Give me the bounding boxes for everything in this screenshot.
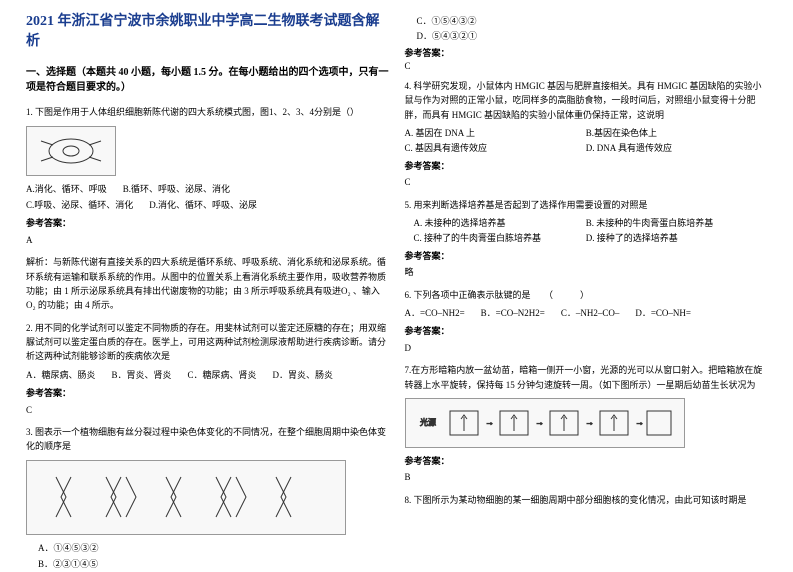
q4-optB: B.基因在染色体上: [586, 126, 767, 140]
q5-optA: A. 未接种的选择培养基: [405, 216, 586, 230]
q4-answer-label: 参考答案：: [405, 159, 768, 173]
svg-text:光源: 光源: [420, 417, 436, 427]
q6-answer: D: [405, 341, 768, 355]
question-4: 4. 科学研究发现，小鼠体内 HMGIC 基因与肥胖直接相关。具有 HMGIC …: [405, 79, 768, 190]
q3-optB: B．②③①④⑤: [38, 557, 389, 571]
q3-diagram: [26, 460, 346, 535]
svg-text:→: →: [585, 417, 594, 427]
q7-answer: B: [405, 470, 768, 484]
q1-options: A.消化、循环、呼吸 B.循环、呼吸、泌尿、消化 C.呼吸、泌尿、循环、消化 D…: [26, 182, 389, 213]
q4-optA: A. 基因在 DNA 上: [405, 126, 586, 140]
q7-answer-label: 参考答案：: [405, 454, 768, 468]
q1-explanation: 解析：与新陈代谢有直接关系的四大系统是循环系统、呼吸系统、消化系统和泌尿系统。循…: [26, 255, 389, 313]
section-header: 一、选择题（本题共 40 小题，每小题 1.5 分。在每小题给出的四个选项中，只…: [26, 65, 389, 95]
q1-text: 1. 下图是作用于人体组织细胞新陈代谢的四大系统模式图，图1、2、3、4分别是（…: [26, 105, 389, 119]
q2-optD: D．胃炎、肠炎: [273, 368, 334, 382]
question-5: 5. 用来判断选择培养基是否起到了选择作用需要设置的对照是 A. 未接种的选择培…: [405, 198, 768, 280]
question-7: 7.在方形暗箱内放一盆幼苗，暗箱一侧开一小窗，光源的光可以从窗口射入。把暗箱放在…: [405, 363, 768, 485]
q6-answer-label: 参考答案：: [405, 324, 768, 338]
q6-optC: C．–NH2–CO–: [561, 306, 620, 320]
q5-options-row1: A. 未接种的选择培养基 B. 未接种的牛肉膏蛋白胨培养基: [405, 216, 768, 230]
q1-answer: A: [26, 233, 389, 247]
plant-box-diagram-icon: 光源 → → → →: [415, 403, 675, 443]
question-3: 3. 图表示一个植物细胞有丝分裂过程中染色体变化的不同情况，在整个细胞周期中染色…: [26, 425, 389, 572]
q6-text: 6. 下列各项中正确表示肽键的是 （ ）: [405, 288, 768, 302]
q1-answer-label: 参考答案：: [26, 216, 389, 230]
q2-text: 2. 用不同的化学试剂可以鉴定不同物质的存在。用斐林试剂可以鉴定还原糖的存在；用…: [26, 321, 389, 364]
question-6: 6. 下列各项中正确表示肽键的是 （ ） A．=CO–NH2= B．=CO–N2…: [405, 288, 768, 356]
svg-text:→: →: [635, 417, 644, 427]
right-column: C．①⑤④③② D．⑤④③②① 参考答案： C 4. 科学研究发现，小鼠体内 H…: [397, 12, 776, 549]
q4-optD: D. DNA 具有遗传效应: [586, 141, 767, 155]
q1-optA: A.消化、循环、呼吸: [26, 182, 107, 196]
q1-optC: C.呼吸、泌尿、循环、消化: [26, 198, 133, 212]
q8-text: 8. 下图所示为某动物细胞的某一细胞周期中部分细胞核的变化情况，由此可知该时期是: [405, 493, 768, 507]
exam-title: 2021 年浙江省宁波市余姚职业中学高二生物联考试题含解析: [26, 12, 389, 51]
svg-text:→: →: [535, 417, 544, 427]
q3-optC: C．①⑤④③②: [417, 14, 768, 27]
cell-diagram-icon: [31, 131, 111, 171]
chromosome-diagram-icon: [36, 467, 336, 527]
q4-text: 4. 科学研究发现，小鼠体内 HMGIC 基因与肥胖直接相关。具有 HMGIC …: [405, 79, 768, 122]
left-column: 2021 年浙江省宁波市余姚职业中学高二生物联考试题含解析 一、选择题（本题共 …: [18, 12, 397, 549]
q1-optD: D.消化、循环、呼吸、泌尿: [149, 198, 257, 212]
q5-text: 5. 用来判断选择培养基是否起到了选择作用需要设置的对照是: [405, 198, 768, 212]
q3-answer-label: 参考答案：: [405, 46, 768, 59]
q3-answer: C: [405, 61, 768, 71]
q4-options: A. 基因在 DNA 上 B.基因在染色体上: [405, 126, 768, 140]
question-1: 1. 下图是作用于人体组织细胞新陈代谢的四大系统模式图，图1、2、3、4分别是（…: [26, 105, 389, 313]
q2-optB: B．胃炎、肾炎: [112, 368, 172, 382]
q4-optC: C. 基因具有遗传效应: [405, 141, 586, 155]
q2-optA: A．糖尿病、肠炎: [26, 368, 96, 382]
q6-optD: D．=CO–NH=: [635, 306, 691, 320]
q4-answer: C: [405, 175, 768, 189]
q5-optC: C. 接种了的牛肉膏蛋白胨培养基: [405, 231, 586, 245]
q5-optD: D. 接种了的选择培养基: [586, 231, 767, 245]
q3-optD: D．⑤④③②①: [417, 29, 768, 42]
q1-optB: B.循环、呼吸、泌尿、消化: [123, 182, 230, 196]
q5-answer: 略: [405, 265, 768, 279]
q5-answer-label: 参考答案：: [405, 249, 768, 263]
q2-answer-label: 参考答案：: [26, 386, 389, 400]
q5-optB: B. 未接种的牛肉膏蛋白胨培养基: [586, 216, 767, 230]
svg-text:→: →: [485, 417, 494, 427]
q7-diagram: 光源 → → → →: [405, 398, 685, 448]
q3-optA: A．①④⑤③②: [38, 541, 389, 555]
q3-text: 3. 图表示一个植物细胞有丝分裂过程中染色体变化的不同情况，在整个细胞周期中染色…: [26, 425, 389, 454]
q7-text: 7.在方形暗箱内放一盆幼苗，暗箱一侧开一小窗，光源的光可以从窗口射入。把暗箱放在…: [405, 363, 768, 392]
question-8: 8. 下图所示为某动物细胞的某一细胞周期中部分细胞核的变化情况，由此可知该时期是: [405, 493, 768, 507]
q1-diagram: [26, 126, 116, 176]
question-2: 2. 用不同的化学试剂可以鉴定不同物质的存在。用斐林试剂可以鉴定还原糖的存在；用…: [26, 321, 389, 417]
q5-options-row2: C. 接种了的牛肉膏蛋白胨培养基 D. 接种了的选择培养基: [405, 231, 768, 245]
q6-options: A．=CO–NH2= B．=CO–N2H2= C．–NH2–CO– D．=CO–…: [405, 306, 768, 320]
q2-answer: C: [26, 403, 389, 417]
q6-optB: B．=CO–N2H2=: [481, 306, 545, 320]
q2-optC: C．糖尿病、肾炎: [188, 368, 257, 382]
q2-options: A．糖尿病、肠炎 B．胃炎、肾炎 C．糖尿病、肾炎 D．胃炎、肠炎: [26, 368, 389, 382]
q6-optA: A．=CO–NH2=: [405, 306, 465, 320]
